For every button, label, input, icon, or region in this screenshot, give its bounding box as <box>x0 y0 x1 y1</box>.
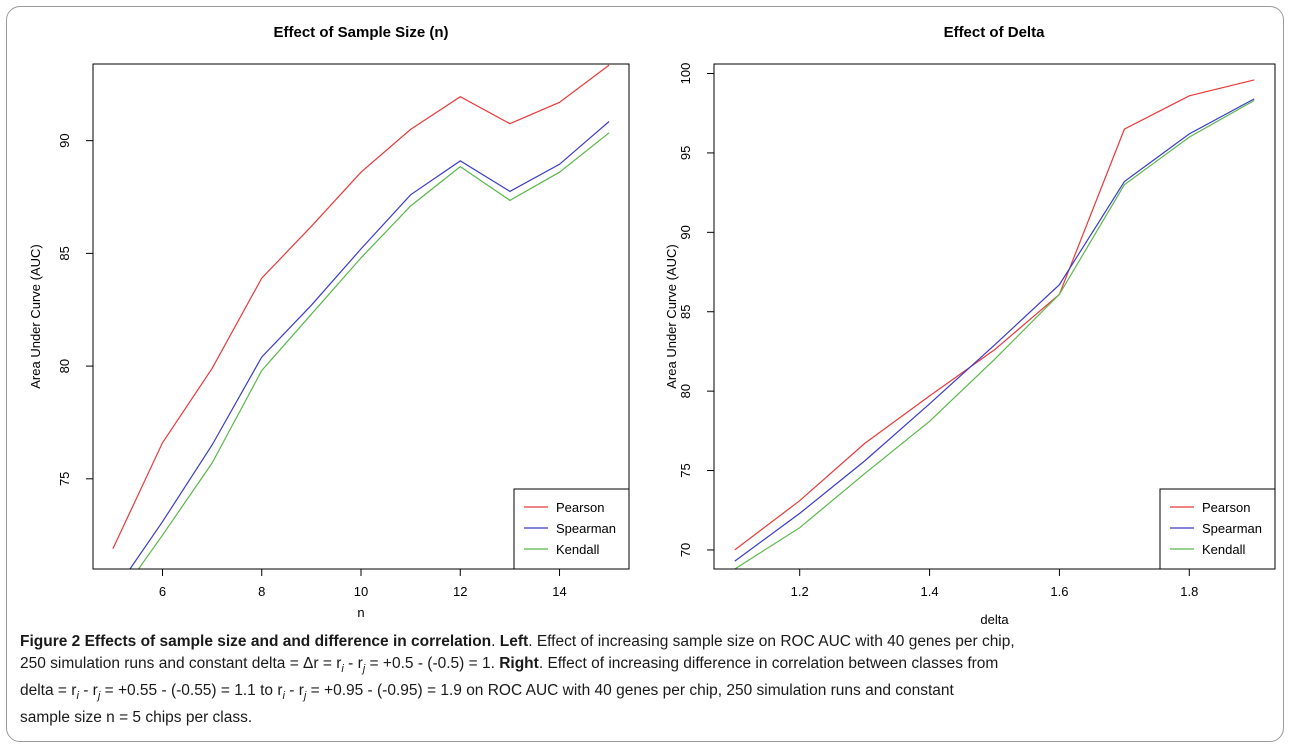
panel2-y-tick-label: 75 <box>678 463 693 477</box>
panel2-y-axis-label: Area Under Curve (AUC) <box>664 244 679 389</box>
panel1-y-tick-label: 80 <box>57 359 72 373</box>
panel2-x-tick-label: 1.8 <box>1180 584 1198 599</box>
panel2-legend-label-pearson: Pearson <box>1202 500 1250 515</box>
caption-sub-i-3: i <box>282 690 285 703</box>
panel2-y-tick-label: 85 <box>678 305 693 319</box>
caption-line3-c: = +0.55 - (-0.55) = 1.1 to r <box>100 682 283 700</box>
panel1-x-tick-label: 6 <box>159 584 166 599</box>
caption-sub-i-2: i <box>76 690 79 703</box>
panel2-legend <box>1159 488 1276 570</box>
panel1-legend-label-spearman: Spearman <box>556 521 616 536</box>
panel2-legend-label-spearman: Spearman <box>1202 521 1262 536</box>
panel2-plot-frame <box>713 63 1276 570</box>
panel2-series-pearson <box>734 79 1255 551</box>
panel2-x-tick-label: 1.2 <box>791 584 809 599</box>
caption-title: Figure 2 Effects of sample size and and … <box>20 633 492 650</box>
panel1-x-tick-label: 14 <box>552 584 566 599</box>
caption-left-text: . Effect of increasing sample size on RO… <box>528 633 1015 650</box>
caption-right-label: Right <box>499 655 539 672</box>
panel2-y-tick-label: 90 <box>678 225 693 239</box>
panel1-x-tick-label: 12 <box>453 584 467 599</box>
panel2-y-tick-label: 70 <box>678 543 693 557</box>
caption-line3-b: - r <box>78 682 98 700</box>
panel1-y-tick-label: 85 <box>57 246 72 260</box>
panel1-series-pearson <box>112 64 610 549</box>
caption-line3-d: - r <box>284 682 304 700</box>
caption-line2-c: = +0.5 - (-0.5) = 1. <box>365 655 500 672</box>
caption-sub-j: j <box>362 663 366 676</box>
panel1-title: Effect of Sample Size (n) <box>273 24 448 41</box>
panel1-y-axis-label: Area Under Curve (AUC) <box>28 244 43 389</box>
caption-left-label: Left <box>499 633 529 650</box>
panel1-series-kendall <box>137 132 610 569</box>
panel1-legend <box>513 488 630 570</box>
caption-line4: sample size n = 5 chips per class. <box>20 709 253 727</box>
caption-right-text: . Effect of increasing difference in cor… <box>538 655 999 672</box>
panel1-y-tick-label: 90 <box>57 133 72 147</box>
caption-line2-a: 250 simulation runs and constant delta =… <box>20 655 342 672</box>
panel1-legend-label-pearson: Pearson <box>556 500 604 515</box>
panel1-y-tick-label: 75 <box>57 472 72 486</box>
caption-sub-j-3: j <box>303 690 307 703</box>
figure-caption: Figure 2 Effects of sample size and and … <box>20 631 1275 729</box>
panel2-y-tick-label: 80 <box>678 384 693 398</box>
caption-line3-a: delta = r <box>20 682 77 700</box>
panel1-legend-label-kendall: Kendall <box>556 542 599 557</box>
caption-sub-i: i <box>341 663 344 676</box>
panel2-legend-label-kendall: Kendall <box>1202 542 1245 557</box>
caption-sub-j-2: j <box>97 690 101 703</box>
panel2-y-tick-label: 95 <box>678 146 693 160</box>
panel2-x-axis-label: delta <box>980 612 1009 627</box>
panel2-title: Effect of Delta <box>944 24 1046 41</box>
caption-line2-b: - r <box>343 655 363 672</box>
figure-frame <box>6 6 1284 742</box>
panel2-series-kendall <box>734 99 1255 569</box>
panel2-y-tick-label: 100 <box>678 63 693 85</box>
panel2-x-tick-label: 1.6 <box>1050 584 1068 599</box>
panel1-x-tick-label: 8 <box>258 584 265 599</box>
panel1-series-spearman <box>129 121 610 569</box>
charts-canvas: Effect of Sample Size (n) 6 8 10 12 14 75 80 85 9… <box>28 24 1276 627</box>
caption-line3-e: = +0.95 - (-0.95) = 1.9 on ROC AUC with … <box>306 682 954 700</box>
caption-sep-1: . <box>491 633 500 650</box>
panel1-x-tick-label: 10 <box>354 584 368 599</box>
panel2-x-tick-label: 1.4 <box>921 584 939 599</box>
panel2-series-spearman <box>734 98 1255 562</box>
panel1-x-axis-label: n <box>357 605 364 620</box>
